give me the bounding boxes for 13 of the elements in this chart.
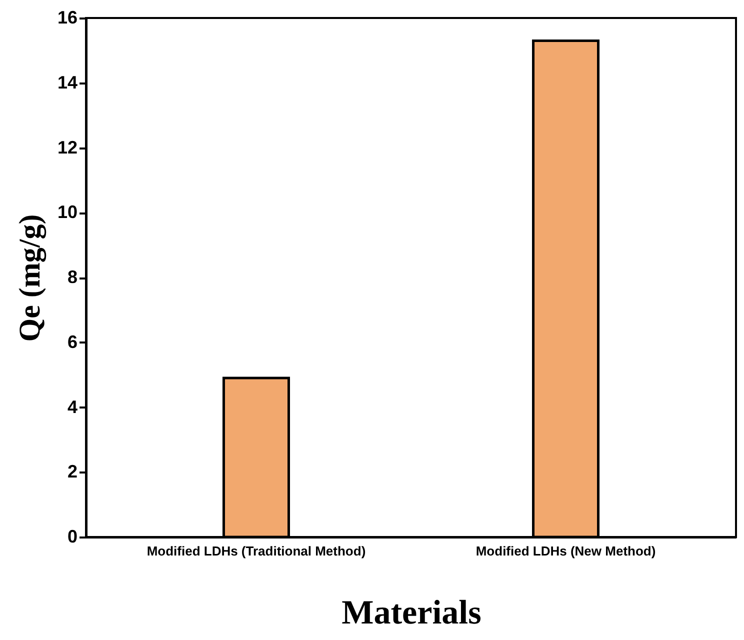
- y-tick-label: 2: [67, 462, 78, 482]
- x-axis-title: Materials: [342, 594, 482, 632]
- y-tick-label: 12: [57, 137, 78, 158]
- y-tick-label: 10: [57, 202, 78, 222]
- y-tick-label: 8: [67, 267, 78, 287]
- y-tick-label: 0: [67, 526, 78, 546]
- y-tick-label: 6: [67, 332, 78, 352]
- y-tick-label: 14: [57, 72, 78, 92]
- x-tick-label: Modified LDHs (New Method): [476, 544, 656, 558]
- x-tick-label: Modified LDHs (Traditional Method): [146, 544, 366, 558]
- y-tick-label: 16: [57, 8, 78, 28]
- y-tick-label: 4: [67, 396, 78, 417]
- y-axis-title: Qe (mg/g): [13, 214, 46, 342]
